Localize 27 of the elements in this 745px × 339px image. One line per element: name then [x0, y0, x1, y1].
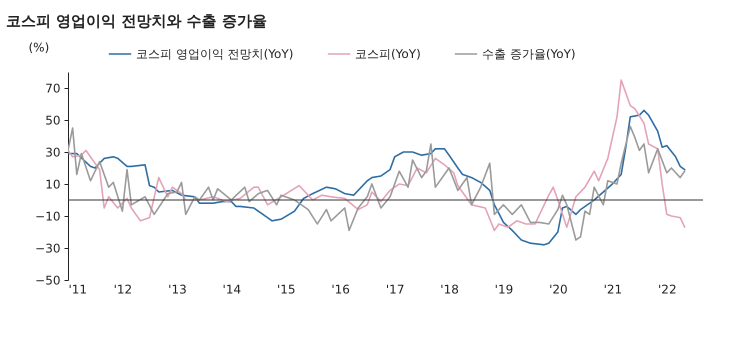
x-tick-label: '19	[494, 282, 514, 296]
x-tick-label: '17	[386, 282, 404, 296]
line-series	[68, 79, 686, 232]
x-tick-label: '22	[658, 282, 677, 296]
line-series	[68, 126, 686, 241]
y-tick-label: 50	[45, 114, 60, 128]
x-tick-label: '15	[276, 282, 296, 296]
line-series	[68, 110, 686, 246]
y-tick-label: 30	[45, 146, 60, 160]
legend-label: 코스피(YoY)	[355, 47, 421, 61]
y-tick-label: 10	[45, 178, 60, 192]
x-tick-label: '14	[222, 282, 242, 296]
legend-label: 수출 증가율(YoY)	[482, 47, 576, 61]
y-tick-label: 70	[45, 82, 60, 96]
legend-label: 코스피 영업이익 전망치(YoY)	[136, 47, 294, 61]
y-axis-title: (%)	[28, 40, 50, 54]
x-tick-label: '18	[440, 282, 459, 296]
y-tick-label: −30	[35, 242, 60, 256]
x-tick-label: '13	[168, 282, 187, 296]
x-tick-label: '16	[331, 282, 350, 296]
x-tick-label: '21	[604, 282, 622, 296]
chart-title: 코스피 영업이익 전망치와 수출 증가율	[5, 11, 268, 30]
x-tick-label: '11	[68, 282, 88, 296]
x-tick-label: '20	[549, 282, 568, 296]
y-tick-label: −10	[35, 210, 60, 224]
y-tick-label: −50	[35, 274, 60, 288]
x-tick-label: '12	[114, 282, 132, 296]
